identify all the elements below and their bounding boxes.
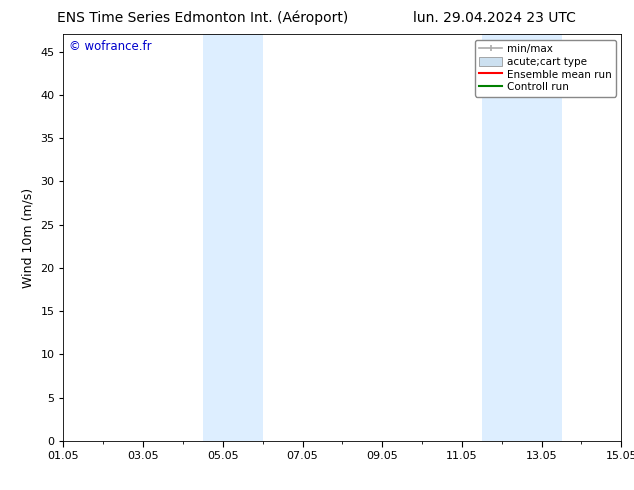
Legend: min/max, acute;cart type, Ensemble mean run, Controll run: min/max, acute;cart type, Ensemble mean … [475, 40, 616, 97]
Bar [482, 34, 562, 441]
Y-axis label: Wind 10m (m/s): Wind 10m (m/s) [22, 188, 35, 288]
Text: lun. 29.04.2024 23 UTC: lun. 29.04.2024 23 UTC [413, 11, 576, 25]
Text: © wofrance.fr: © wofrance.fr [69, 40, 152, 53]
Bar [203, 34, 262, 441]
Text: ENS Time Series Edmonton Int. (Aéroport): ENS Time Series Edmonton Int. (Aéroport) [57, 11, 349, 25]
